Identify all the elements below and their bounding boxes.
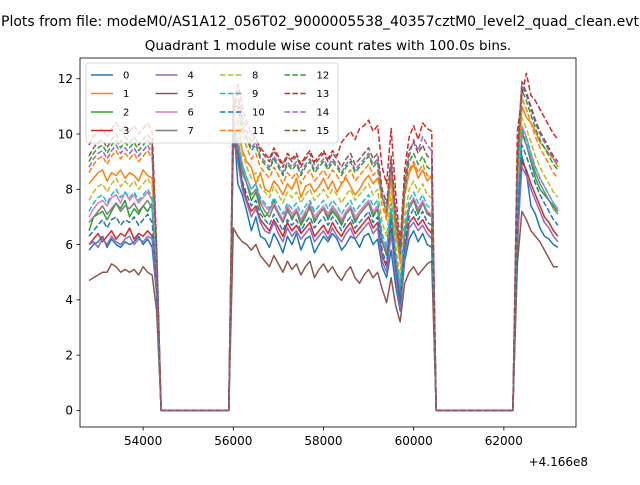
legend-label-15: 15 — [317, 126, 330, 137]
legend-label-3: 3 — [123, 126, 129, 137]
legend-label-6: 6 — [188, 108, 194, 119]
legend-label-11: 11 — [252, 126, 265, 137]
x-offset-label: +4.166e8 — [529, 455, 588, 469]
legend-label-10: 10 — [252, 108, 265, 119]
series-lines — [88, 72, 559, 412]
axes-frame — [79, 57, 577, 428]
legend-label-7: 7 — [188, 126, 194, 137]
plot-area — [88, 72, 559, 412]
legend-label-5: 5 — [188, 89, 194, 100]
legend-label-13: 13 — [317, 89, 330, 100]
y-tick-label-4: 4 — [65, 293, 73, 307]
legend-label-12: 12 — [317, 71, 330, 82]
x-tick-label-54000: 54000 — [124, 434, 162, 448]
legend-box — [85, 62, 339, 144]
x-tick-label-58000: 58000 — [304, 434, 342, 448]
chart-title: Quadrant 1 module wise count rates with … — [145, 38, 511, 54]
y-tick-label-12: 12 — [58, 72, 73, 86]
figure-suptitle: Plots from file: modeM0/AS1A12_056T02_90… — [1, 14, 639, 30]
legend-label-8: 8 — [252, 71, 258, 82]
series-line-15 — [88, 80, 559, 412]
y-tick-label-2: 2 — [65, 348, 73, 362]
x-tick-label-60000: 60000 — [395, 434, 433, 448]
y-tick-label-0: 0 — [65, 404, 73, 418]
x-tick-label-62000: 62000 — [485, 434, 523, 448]
legend-label-2: 2 — [123, 108, 129, 119]
legend-label-9: 9 — [252, 89, 258, 100]
y-tick-label-10: 10 — [58, 127, 73, 141]
legend-label-0: 0 — [123, 71, 129, 82]
legend-label-4: 4 — [188, 71, 194, 82]
y-tick-label-6: 6 — [65, 238, 73, 252]
x-tick-label-56000: 56000 — [214, 434, 252, 448]
legend-label-1: 1 — [123, 89, 129, 100]
y-tick-label-8: 8 — [65, 183, 73, 197]
legend-label-14: 14 — [317, 108, 330, 119]
